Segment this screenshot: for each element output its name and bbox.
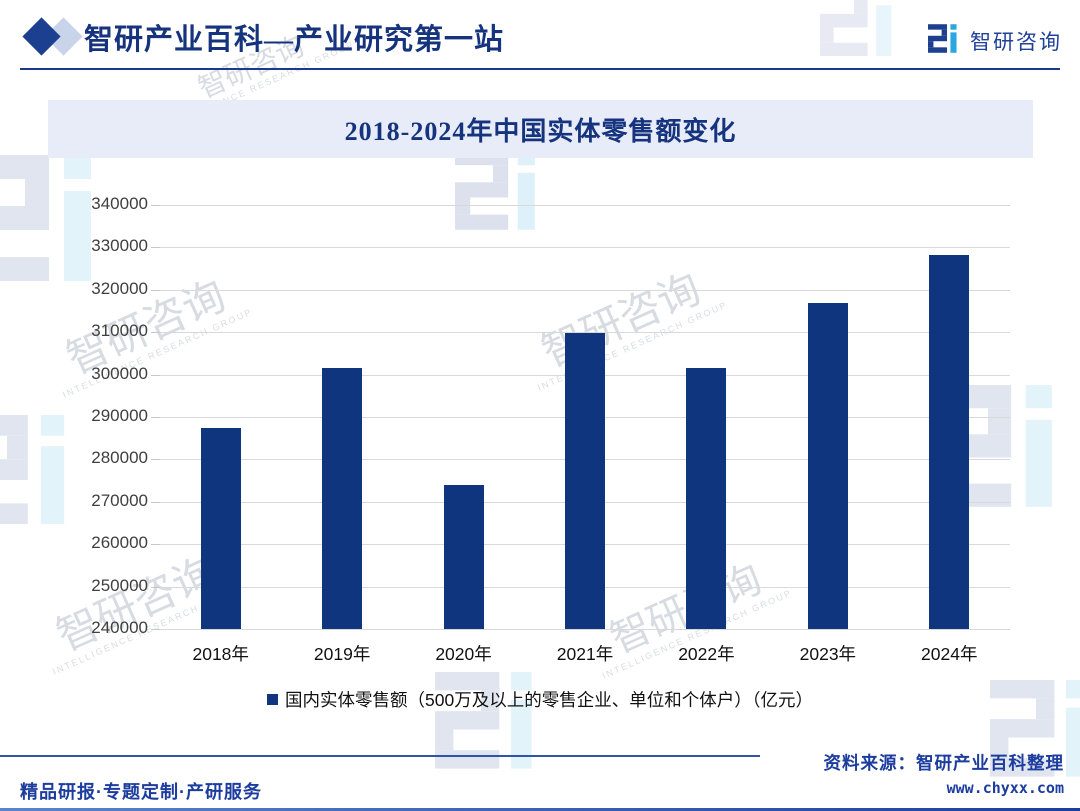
x-axis-tick-label: 2023年 [799,644,857,664]
x-axis-tick-label: 2022年 [678,644,735,664]
website-url[interactable]: www.chyxx.com [946,779,1064,797]
y-axis-tick [151,289,160,291]
gridline [160,289,1010,291]
chart-title-banner: 2018-2024年中国实体零售额变化 [48,100,1033,158]
y-axis-tick-label: 330000 [91,236,148,256]
bottom-accent-bar [0,808,1080,811]
y-axis-tick [151,417,160,418]
gridline [160,205,1010,206]
gridline [160,332,1010,334]
x-axis-tick-label: 2020年 [435,644,492,664]
y-axis-tick-label: 340000 [91,194,148,213]
chart-legend: 国内实体零售额（500万及以上的零售企业、单位和个体户）（亿元） [0,687,1080,712]
legend-marker-icon [267,694,279,705]
brand-name: 智研咨询 [970,31,1062,54]
header: 智研产业百科—产业研究第一站 智研咨询 [0,0,1080,70]
bar-2021年 [565,333,605,629]
y-axis-tick-label: 320000 [91,278,148,298]
y-axis-tick-label: 280000 [91,448,148,468]
gridline [160,629,1010,630]
y-axis-tick-label: 240000 [91,618,148,637]
x-axis-tick-label: 2019年 [313,644,371,664]
header-divider [20,68,1060,70]
page-title: 智研产业百科—产业研究第一站 [84,24,505,56]
x-axis-tick-label: 2021年 [556,644,614,664]
bar-2020年 [443,485,484,629]
y-axis-tick [151,247,160,249]
x-axis-tick-label: 2024年 [921,644,978,664]
y-axis-tick-label: 260000 [91,533,148,553]
y-axis-tick [151,544,160,546]
y-axis-tick-label: 300000 [91,363,148,383]
footer-divider [0,755,760,757]
chart-title: 2018-2024年中国实体零售额变化 [344,116,737,146]
y-axis-tick [151,586,160,588]
legend-label: 国内实体零售额（500万及以上的零售企业、单位和个体户）（亿元） [285,690,813,710]
x-axis-tick-label: 2018年 [192,644,249,664]
bar-2022年 [686,367,727,629]
y-axis-tick-label: 270000 [91,490,148,510]
data-source: 资料来源：智研产业百科整理 [823,753,1064,773]
bar-2019年 [322,367,363,629]
bar-2023年 [807,302,848,629]
y-axis-tick [151,205,160,206]
plot-area [151,205,1010,630]
y-axis-tick [151,629,160,630]
y-axis-tick-label: 310000 [91,321,148,341]
bar-2018年 [200,428,241,629]
y-axis-tick-label: 290000 [91,406,148,425]
y-axis-tick [151,332,160,334]
services-tagline: 精品研报·专题定制·产研服务 [20,782,262,802]
y-axis-tick [151,501,160,503]
diamond-dark-shape [22,17,61,56]
zhiyan-logo-icon [928,24,962,58]
bar-2024年 [929,255,970,629]
gridline [160,247,1010,249]
y-axis-tick [151,374,160,376]
brand-lockup: 智研咨询 [928,24,1062,58]
y-axis-tick-label: 250000 [91,575,148,595]
y-axis-tick [151,459,160,461]
